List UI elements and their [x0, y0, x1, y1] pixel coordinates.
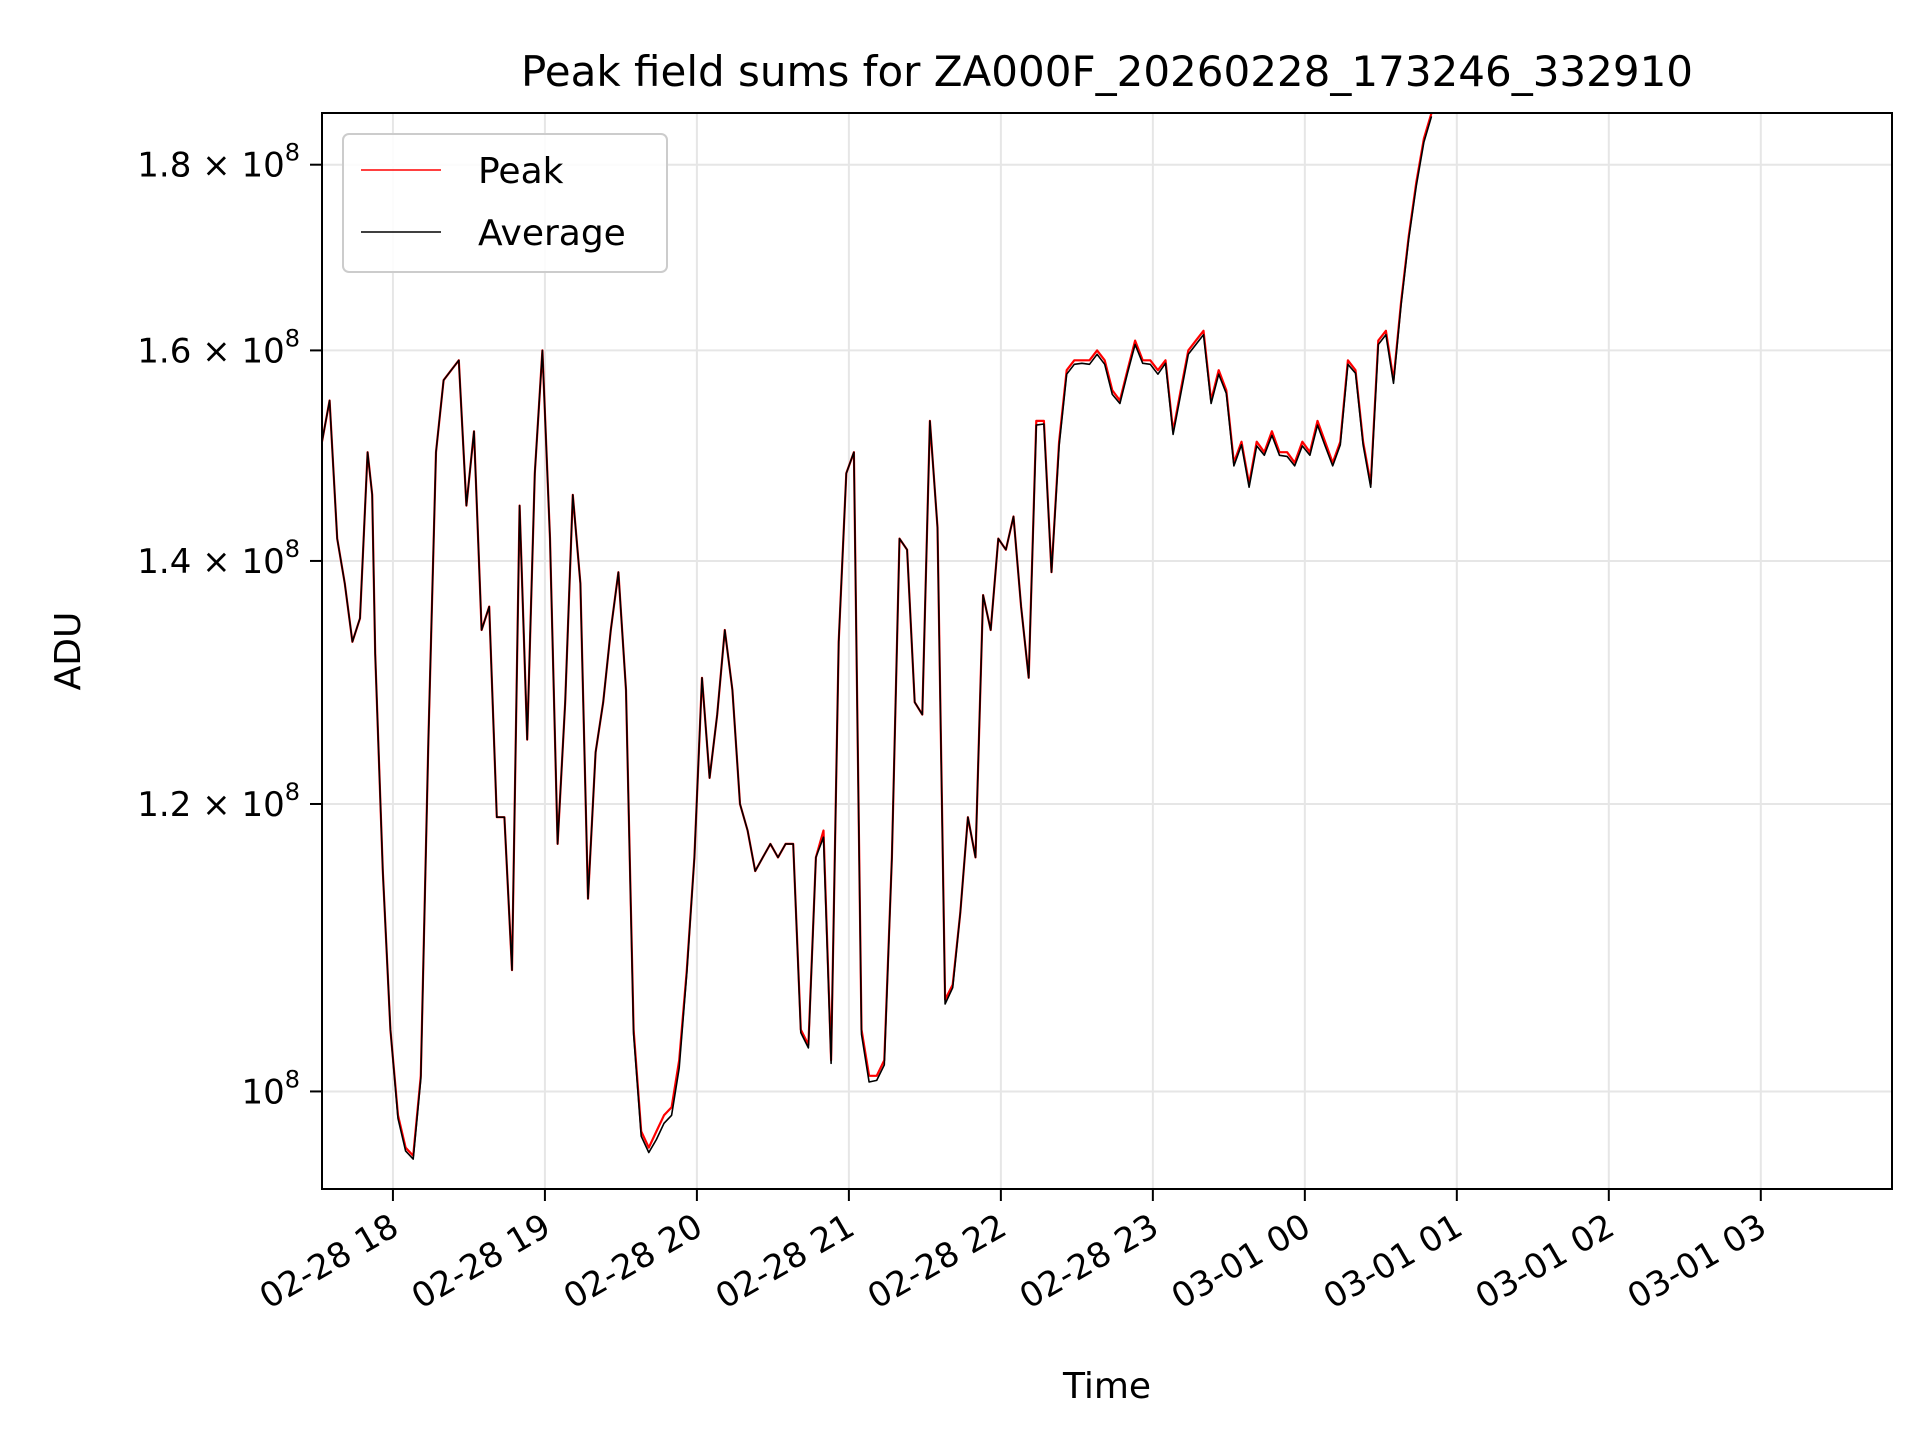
y-axis-label: ADU	[48, 612, 89, 691]
legend-peak-label: Peak	[478, 151, 564, 192]
legend-box	[342, 133, 668, 273]
y-tick-label: 1.8 × 108	[137, 139, 300, 186]
series-line-average	[322, 116, 1433, 1160]
y-tick-label: 1.2 × 108	[137, 778, 300, 825]
x-axis-label: Time	[1062, 1366, 1151, 1407]
legend-average-label: Average	[478, 213, 626, 254]
y-tick-label: 1.4 × 108	[137, 535, 300, 582]
y-tick-label: 108	[241, 1065, 300, 1112]
y-tick-label: 1.6 × 108	[137, 324, 300, 371]
y-axis: 108 1.2 × 108 1.4 × 108 1.6 × 108 1.8 × 108	[137, 139, 322, 1112]
axes-frame	[321, 112, 1893, 1190]
plot-area	[322, 113, 1433, 1160]
legend: Peak Average	[342, 133, 668, 273]
chart-title: Peak field sums for ZA000F_20260228_1732…	[521, 47, 1693, 96]
grid	[322, 113, 1892, 1189]
